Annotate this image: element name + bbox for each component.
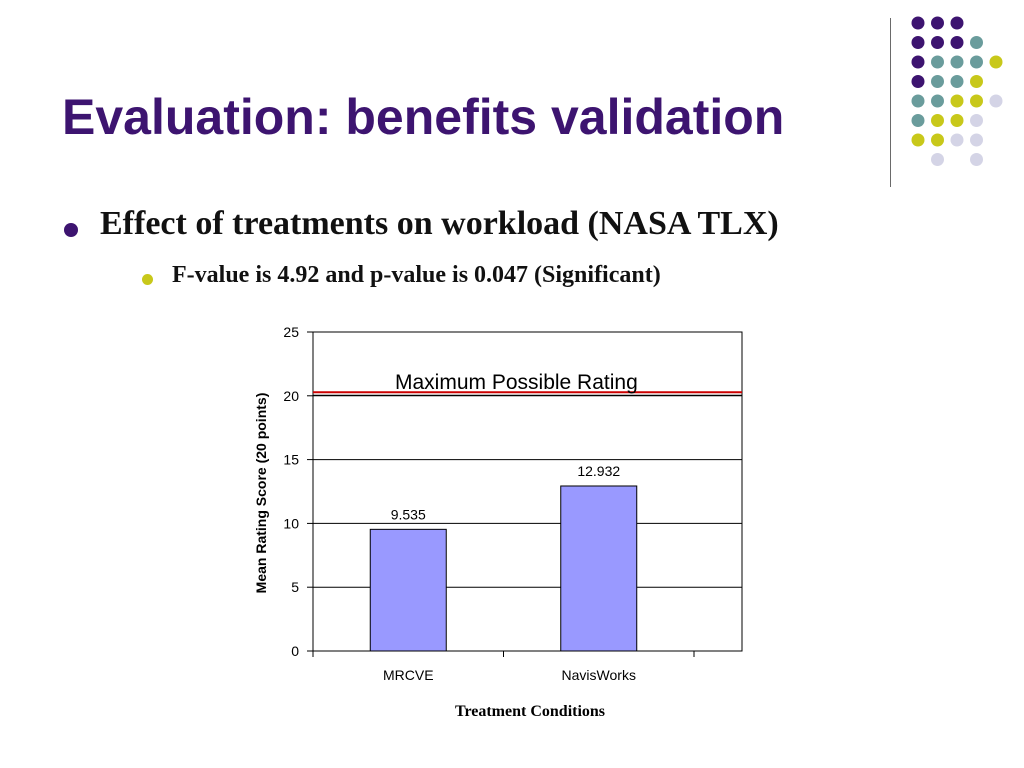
sub-bullet-dot-icon xyxy=(142,274,153,285)
y-tick-label-0: 0 xyxy=(291,643,299,659)
x-tick-label-MRCVE: MRCVE xyxy=(383,667,434,683)
x-tick-label-NavisWorks: NavisWorks xyxy=(562,667,636,683)
bar-MRCVE xyxy=(369,528,447,652)
slide-title: Evaluation: benefits validation xyxy=(62,89,785,145)
value-label-MRCVE: 9.535 xyxy=(391,506,426,522)
y-tick-label-20: 20 xyxy=(283,388,299,404)
bullet-dot-icon xyxy=(64,223,78,237)
title-divider xyxy=(890,18,891,187)
bullet-text: Effect of treatments on workload (NASA T… xyxy=(100,205,779,242)
value-label-NavisWorks: 12.932 xyxy=(577,463,620,479)
y-tick-label-10: 10 xyxy=(283,515,299,531)
x-axis-title: Treatment Conditions xyxy=(455,703,605,720)
bar-NavisWorks xyxy=(560,485,638,652)
y-tick-label-5: 5 xyxy=(291,579,299,595)
sub-bullet-text: F-value is 4.92 and p-value is 0.047 (Si… xyxy=(172,262,661,288)
y-tick-label-15: 15 xyxy=(283,452,299,468)
y-axis-title: Mean Rating Score (20 points) xyxy=(253,393,269,594)
y-tick-label-25: 25 xyxy=(283,324,299,340)
max-rating-label: Maximum Possible Rating xyxy=(395,371,638,394)
